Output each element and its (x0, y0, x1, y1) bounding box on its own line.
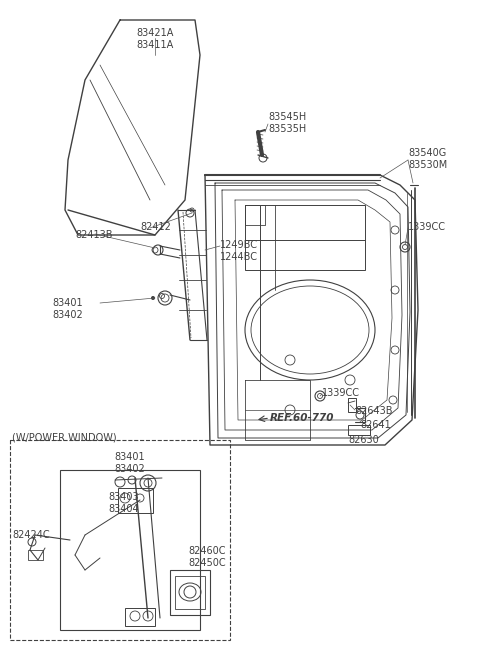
Bar (10, 440, 230, 640)
Bar (28, 550, 43, 560)
Text: 82413B: 82413B (75, 230, 112, 240)
Bar (348, 425, 370, 435)
Text: 82412: 82412 (140, 222, 171, 232)
Bar (175, 576, 205, 609)
Bar (60, 470, 200, 630)
Bar (245, 205, 365, 270)
Bar (118, 488, 153, 513)
Text: 83540G
83530M: 83540G 83530M (408, 148, 447, 170)
Bar (125, 608, 155, 626)
Circle shape (151, 296, 155, 300)
Text: 82630: 82630 (348, 435, 379, 445)
Text: REF.60-770: REF.60-770 (270, 413, 335, 423)
Text: 82460C
82450C: 82460C 82450C (188, 546, 226, 568)
Text: 83403
83404: 83403 83404 (108, 492, 139, 514)
Bar (170, 570, 210, 615)
Text: 83401
83402: 83401 83402 (115, 452, 145, 474)
Text: 82641: 82641 (360, 420, 391, 430)
Text: 82424C: 82424C (12, 530, 49, 540)
Text: 82643B: 82643B (355, 406, 393, 416)
Text: 1339CC: 1339CC (322, 388, 360, 398)
Text: (W/POWER WINDOW): (W/POWER WINDOW) (12, 432, 117, 442)
Text: 1339CC: 1339CC (408, 222, 446, 232)
Text: 83421A
83411A: 83421A 83411A (136, 28, 174, 49)
Text: 83545H
83535H: 83545H 83535H (268, 112, 306, 133)
Text: 1249BC
1244BC: 1249BC 1244BC (220, 240, 258, 261)
Text: 83401
83402: 83401 83402 (52, 298, 83, 319)
Bar (348, 398, 356, 412)
